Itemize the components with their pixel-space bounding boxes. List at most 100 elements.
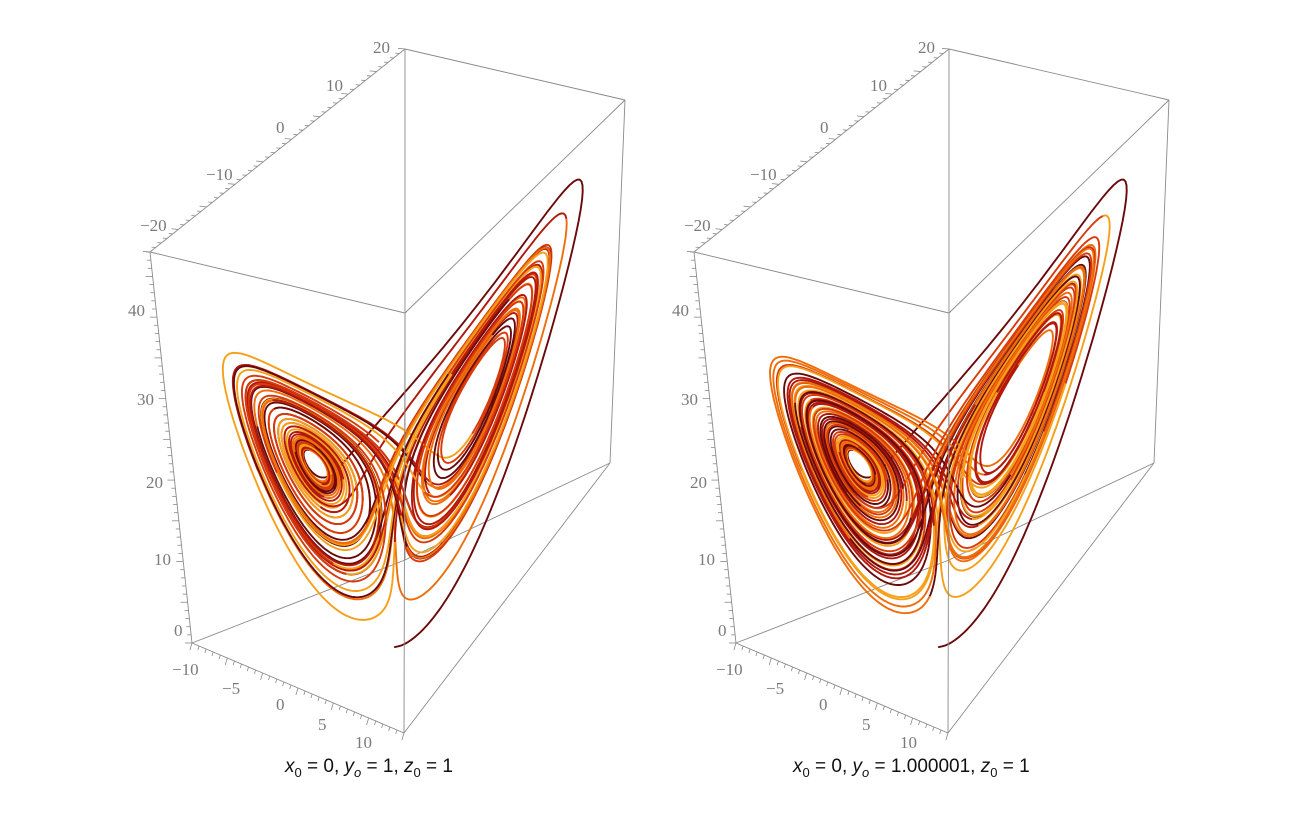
box-edge	[403, 312, 406, 734]
axis-tick	[227, 183, 236, 185]
axis-tick	[395, 729, 398, 735]
z-tick-label: 40	[672, 301, 689, 320]
axis-tick	[868, 699, 871, 705]
box-edge	[693, 48, 950, 253]
box-edge	[1153, 99, 1170, 464]
initial-conditions-caption: x0 = 0, yo = 1.000001, z0 = 1	[792, 756, 1030, 780]
trajectory-segment	[769, 329, 1054, 615]
axis-tick	[755, 651, 758, 657]
trajectory-segment	[819, 415, 904, 522]
lorenz-plot-2: −10 −5 0 5 10 −20 −10 0 10 20 0 10 20 30…	[672, 38, 1170, 780]
trajectory-segment	[801, 252, 1093, 553]
box-edge	[948, 462, 1155, 561]
axis-tick	[819, 678, 822, 684]
axis-tick	[366, 717, 370, 726]
trajectory-segment	[974, 312, 1063, 485]
axis-tick	[284, 138, 292, 140]
box-edge	[404, 99, 626, 314]
axis-tick	[260, 672, 264, 681]
axis-tick	[388, 726, 391, 732]
axis-tick	[839, 687, 843, 696]
axis-tick	[768, 657, 772, 666]
y-tick-label: 20	[918, 38, 935, 57]
y-tick-label: 0	[820, 118, 829, 137]
axis-tick	[312, 115, 321, 118]
box-edge	[149, 251, 406, 314]
axis-tick	[310, 693, 313, 699]
axis-ticks	[686, 47, 950, 741]
trajectory-segment	[416, 283, 534, 517]
axis-tick	[715, 228, 723, 230]
axis-tick	[826, 681, 829, 687]
axis-tick	[189, 642, 193, 651]
z-tick-label: 0	[174, 621, 183, 640]
x-tick-label: 10	[355, 733, 372, 752]
z-tick-label: 20	[690, 473, 707, 492]
axis-tick	[239, 663, 242, 669]
trajectory-segment	[835, 435, 885, 499]
x-tick-label: −10	[716, 660, 743, 679]
axis-tick	[289, 684, 292, 690]
box-back-edges	[149, 48, 626, 734]
trajectory-segment	[812, 236, 1101, 532]
axis-tick	[218, 654, 221, 660]
axis-tick	[913, 70, 921, 72]
trajectory-segment	[298, 443, 334, 488]
tick-labels: −10 −5 0 5 10 −20 −10 0 10 20 0 10 20 30…	[128, 38, 390, 752]
trajectory-segment	[302, 178, 584, 649]
axis-tick	[197, 645, 200, 651]
axis-tick	[381, 723, 384, 729]
z-tick-label: 10	[154, 550, 171, 569]
trajectory-segment	[267, 408, 364, 534]
axis-tick	[211, 651, 214, 657]
axis-tick	[360, 714, 362, 720]
tick-labels: −10 −5 0 5 10 −20 −10 0 10 20 0 10 20 30…	[672, 38, 935, 752]
box-edge	[948, 99, 1170, 314]
axis-tick	[812, 675, 815, 681]
axis-tick	[910, 717, 914, 726]
x-tick-label: 5	[318, 715, 327, 734]
axis-tick	[246, 666, 249, 672]
trajectory-segment	[788, 379, 979, 576]
box-front-edges	[403, 49, 626, 734]
box-edge	[149, 48, 406, 253]
axis-tick	[741, 645, 744, 651]
axis-tick	[904, 714, 906, 720]
trajectory-segment	[288, 431, 345, 502]
z-tick-label: 30	[137, 390, 154, 409]
axis-tick	[224, 657, 228, 666]
axis-tick	[861, 696, 864, 702]
axis-tick	[856, 115, 865, 118]
trajectory-segment	[247, 260, 545, 565]
trajectory-segment	[436, 331, 509, 464]
x-tick-label: 0	[819, 695, 828, 714]
axis-tick	[199, 205, 207, 208]
axis-tick	[256, 160, 264, 163]
box-edge	[403, 462, 611, 734]
z-tick-label: 40	[128, 301, 145, 320]
axis-tick	[945, 732, 949, 741]
box-edge	[947, 312, 950, 734]
axis-tick	[352, 711, 355, 717]
x-tick-label: −10	[172, 660, 199, 679]
trajectory-segment	[794, 247, 1095, 559]
trajectory-segment	[249, 384, 402, 567]
axis-tick	[317, 696, 320, 702]
lorenz-plot-1: −10 −5 0 5 10 −20 −10 0 10 20 0 10 20 30…	[128, 38, 626, 780]
trajectory-segment	[783, 372, 1012, 586]
axis-tick	[330, 702, 334, 711]
initial-conditions-caption: x0 = 0, yo = 1, z0 = 1	[284, 756, 453, 780]
box-edge	[948, 48, 1170, 101]
box-edge	[609, 99, 626, 464]
axis-tick	[896, 711, 899, 717]
x-tick-label: −5	[222, 679, 240, 698]
axis-tick	[771, 183, 780, 185]
z-tick-label: 30	[681, 390, 698, 409]
trajectory-segment	[291, 435, 341, 499]
axis-tick	[889, 708, 892, 714]
trajectory-segment	[790, 265, 1086, 540]
z-tick-label: 10	[698, 550, 715, 569]
axis-tick	[804, 672, 808, 681]
trajectory-segment	[240, 374, 387, 583]
